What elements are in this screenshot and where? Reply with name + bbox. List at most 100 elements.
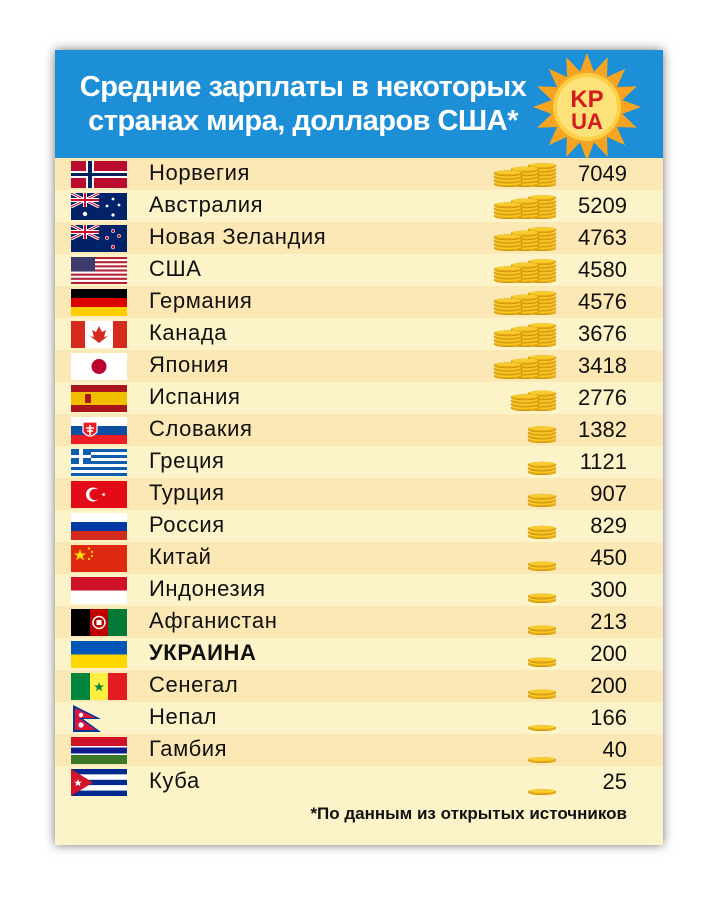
russia-flag: [71, 513, 127, 540]
salary-value: 450: [590, 545, 627, 570]
coin-stack-6: [493, 354, 557, 380]
country-name: Турция: [149, 480, 225, 505]
country-name: Словакия: [149, 416, 253, 441]
country-name: Норвегия: [149, 160, 251, 185]
country-name: Испания: [149, 384, 241, 409]
china-flag: [71, 545, 127, 572]
usa-flag: [71, 257, 127, 284]
salary-value: 4580: [578, 257, 627, 282]
cuba-flag: [71, 769, 127, 796]
table-row: Испания 2776: [55, 382, 663, 414]
coin-stack-17: [527, 724, 557, 732]
table-row: Куба 25: [55, 766, 663, 798]
salary-value: 3418: [578, 353, 627, 378]
coin-stack-14: [527, 625, 557, 636]
coin-stack-4: [493, 290, 557, 316]
table-row: Россия 829: [55, 510, 663, 542]
table-row: УКРАИНА 200: [55, 638, 663, 670]
table-row: Индонезия 300: [55, 574, 663, 606]
turkey-flag: [71, 481, 127, 508]
coin-stack-19: [527, 788, 557, 796]
header-banner: Средние зарплаты в некоторых странах мир…: [55, 50, 663, 161]
country-name: Афганистан: [149, 608, 278, 633]
table-row: Канада 3676: [55, 318, 663, 350]
country-name: Сенегал: [149, 672, 239, 697]
coin-stack-9: [527, 461, 557, 476]
coin-stack-12: [527, 561, 557, 572]
new-zealand-flag: [71, 225, 127, 252]
canada-flag: [71, 321, 127, 348]
salary-value: 907: [590, 481, 627, 506]
salary-value: 300: [590, 577, 627, 602]
slovakia-flag: [71, 417, 127, 444]
salary-value: 166: [590, 705, 627, 730]
table-row: Греция 1121: [55, 446, 663, 478]
indonesia-flag: [71, 577, 127, 604]
australia-flag: [71, 193, 127, 220]
table-row: Гамбия 40: [55, 734, 663, 766]
coin-stack-18: [527, 756, 557, 764]
country-name: Непал: [149, 704, 218, 729]
country-name: Китай: [149, 544, 212, 569]
salary-value: 200: [590, 673, 627, 698]
table-row: Словакия 1382: [55, 414, 663, 446]
salary-value: 213: [590, 609, 627, 634]
title-line-1: Средние зарплаты в некоторых: [79, 71, 527, 103]
country-name: Новая Зеландия: [149, 224, 327, 249]
coin-stack-2: [493, 226, 557, 252]
table-row: Турция 907: [55, 478, 663, 510]
salary-value: 4576: [578, 289, 627, 314]
norway-flag: [71, 161, 127, 188]
svg-text:UA: UA: [571, 109, 603, 134]
table-row: Норвегия 7049: [55, 158, 663, 190]
coin-stack-8: [527, 426, 557, 444]
salary-value: 829: [590, 513, 627, 538]
country-name: Куба: [149, 768, 200, 793]
country-name: Россия: [149, 512, 225, 537]
nepal-flag: [73, 705, 101, 732]
coin-stack-16: [527, 689, 557, 700]
country-name: Япония: [149, 352, 229, 377]
country-name: Греция: [149, 448, 225, 473]
table-row: Сенегал 200: [55, 670, 663, 702]
salary-value: 25: [602, 769, 627, 794]
coin-stack-11: [527, 525, 557, 540]
title-line-2: странах мира, долларов США*: [88, 105, 518, 137]
coin-stack-3: [493, 258, 557, 284]
salary-value: 40: [602, 737, 627, 762]
senegal-flag: [71, 673, 127, 700]
table-row: Австралия 5209: [55, 190, 663, 222]
kp-ua-logo: KP UA: [533, 53, 641, 161]
country-name: Германия: [149, 288, 253, 313]
germany-flag: [71, 289, 127, 316]
country-name: Австралия: [149, 192, 264, 217]
coin-stack-10: [527, 493, 557, 508]
salary-value: 200: [590, 641, 627, 666]
coin-stack-5: [493, 322, 557, 348]
greece-flag: [71, 449, 127, 476]
salary-value: 3676: [578, 321, 627, 346]
afghanistan-flag: [71, 609, 127, 636]
coin-stack-13: [527, 593, 557, 604]
gambia-flag: [71, 737, 127, 764]
chart-title: Средние зарплаты в некоторых странах мир…: [73, 70, 533, 138]
country-name: УКРАИНА: [149, 640, 257, 665]
ukraine-flag: [71, 641, 127, 668]
coin-stack-7: [510, 390, 557, 412]
table-row: Япония 3418: [55, 350, 663, 382]
coin-stack-15: [527, 657, 557, 668]
salary-value: 2776: [578, 385, 627, 410]
salary-value: 1382: [578, 417, 627, 442]
country-name: Индонезия: [149, 576, 266, 601]
coin-stack-1: [493, 194, 557, 220]
country-name: США: [149, 256, 202, 281]
footnote: *По данным из открытых источников: [310, 804, 627, 823]
table-row: Новая Зеландия 4763: [55, 222, 663, 254]
svg-text:KP: KP: [570, 86, 603, 113]
salary-value: 4763: [578, 225, 627, 250]
table-row: Германия 4576: [55, 286, 663, 318]
table-row: Китай 450: [55, 542, 663, 574]
country-name: Гамбия: [149, 736, 228, 761]
salary-value: 7049: [578, 161, 627, 186]
country-name: Канада: [149, 320, 228, 345]
